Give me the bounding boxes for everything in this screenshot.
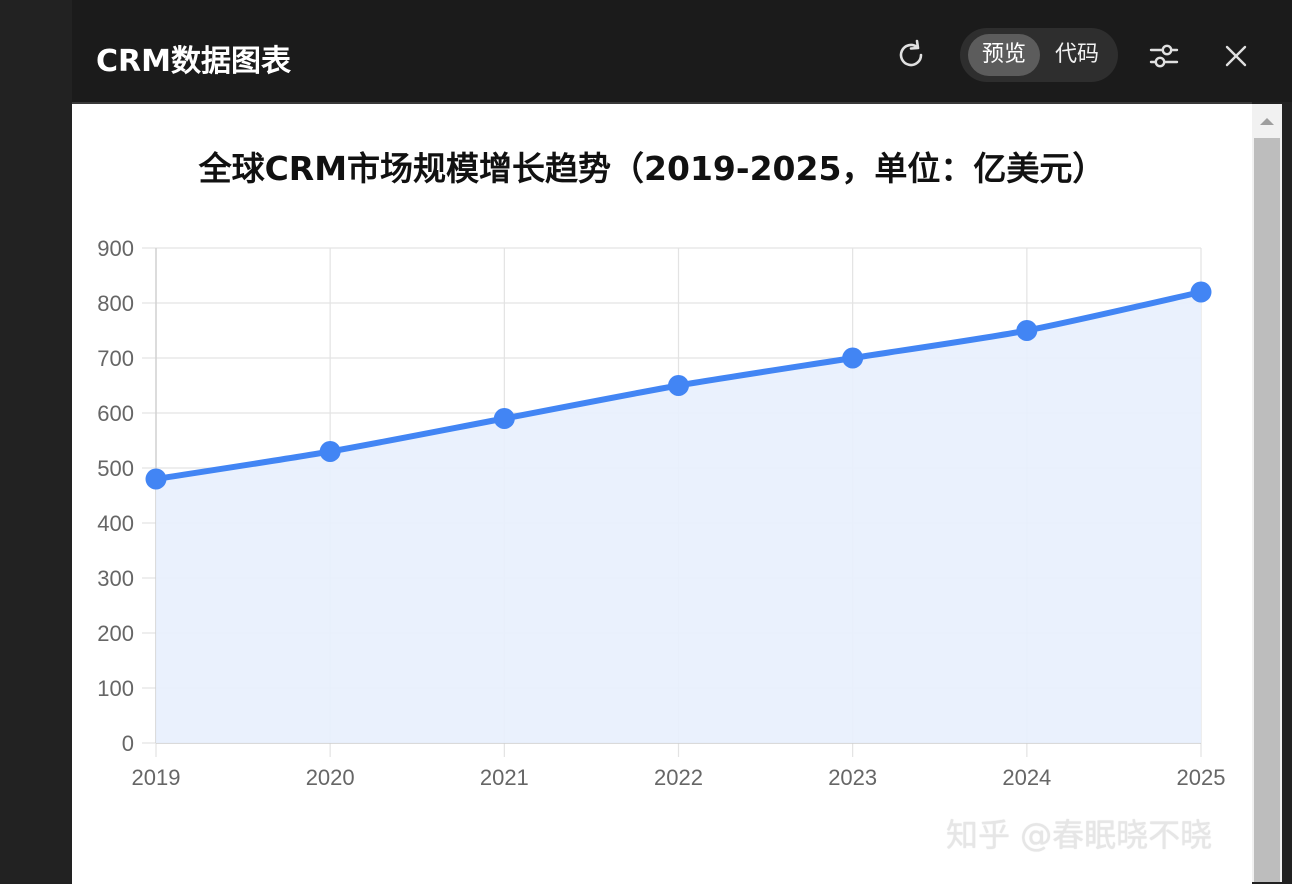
- y-tick-label: 0: [122, 731, 134, 756]
- x-tick-label: 2020: [306, 765, 355, 790]
- close-button[interactable]: [1220, 40, 1252, 72]
- watermark-text: 知乎 @春眠晓不晓: [946, 816, 1213, 854]
- data-point: [145, 468, 167, 490]
- scroll-up-button[interactable]: [1252, 104, 1282, 136]
- data-point: [842, 347, 864, 369]
- vertical-scrollbar[interactable]: [1252, 104, 1282, 882]
- settings-button[interactable]: [1148, 40, 1180, 72]
- y-tick-label: 300: [97, 566, 134, 591]
- data-point: [668, 375, 689, 396]
- data-point: [493, 408, 515, 429]
- y-tick-label: 900: [97, 236, 134, 261]
- x-tick-label: 2022: [654, 765, 703, 790]
- scrollbar-thumb[interactable]: [1254, 138, 1280, 882]
- data-point: [1016, 320, 1038, 341]
- close-icon: [1225, 45, 1247, 67]
- chart-title: 全球CRM市场规模增长趋势（2019-2025，单位：亿美元）: [198, 149, 1106, 188]
- left-sidebar-strip: [0, 0, 72, 882]
- refresh-icon: [899, 39, 923, 67]
- chart-window-header: CRM数据图表 预览 代码: [72, 0, 1292, 102]
- y-tick-label: 200: [97, 621, 134, 646]
- y-tick-label: 800: [97, 291, 134, 316]
- x-tick-label: 2021: [480, 765, 529, 790]
- y-tick-label: 600: [97, 401, 134, 426]
- x-tick-label: 2025: [1177, 765, 1226, 790]
- tab-preview[interactable]: 预览: [968, 34, 1040, 76]
- tab-code[interactable]: 代码: [1054, 42, 1099, 67]
- y-tick-label: 400: [97, 511, 134, 536]
- x-tick-label: 2023: [828, 765, 877, 790]
- scroll-up-arrow-icon: [1260, 118, 1274, 125]
- x-tick-label: 2019: [132, 765, 181, 790]
- data-point: [1190, 281, 1212, 303]
- x-tick-label: 2024: [1002, 765, 1051, 790]
- view-mode-toggle: 预览 代码: [960, 28, 1118, 82]
- window-right-edge: [1282, 102, 1292, 882]
- y-tick-label: 700: [97, 346, 134, 371]
- y-tick-label: 500: [97, 456, 134, 481]
- series-area-fill: [156, 292, 1201, 743]
- data-point: [319, 441, 341, 462]
- y-tick-label: 100: [97, 676, 134, 701]
- refresh-button[interactable]: [894, 38, 928, 72]
- window-title: CRM数据图表: [96, 44, 291, 79]
- settings-sliders-icon: [1149, 44, 1179, 68]
